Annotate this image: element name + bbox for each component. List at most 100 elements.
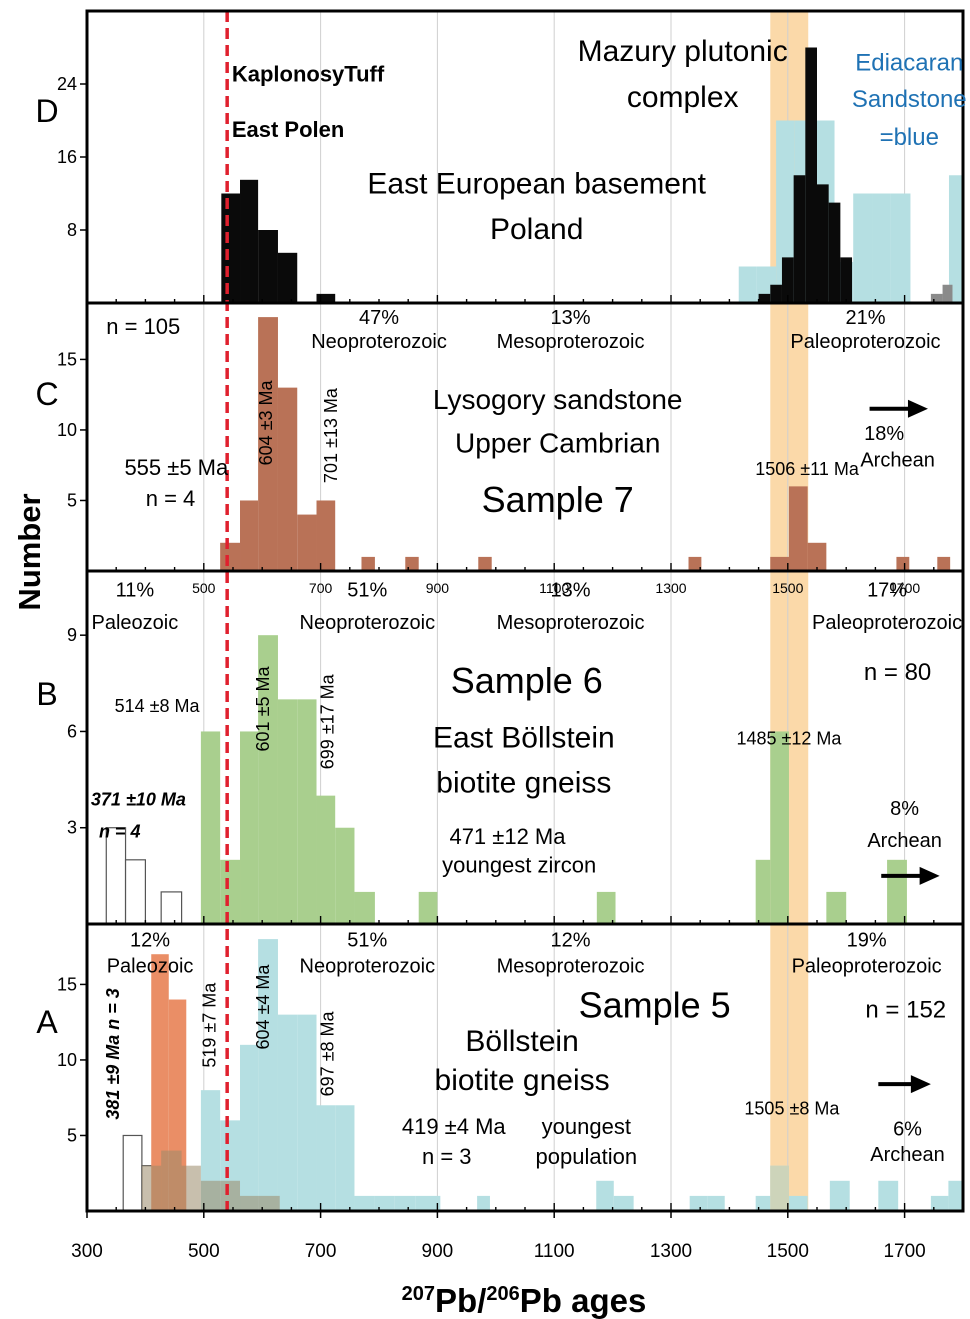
annotation-C-4: Mesoproterozoic: [497, 331, 645, 353]
x-tick-label-900: 900: [422, 1241, 454, 1262]
bar-B-1-1: [220, 859, 241, 924]
annotation-C-0: n = 105: [106, 314, 180, 339]
annotation-A-14: youngest: [542, 1114, 631, 1139]
x-tick-label-1100: 1100: [534, 1241, 575, 1262]
annotation-A-12: 419 ±4 Ma: [402, 1114, 507, 1139]
y-tick-label-D-24: 24: [57, 74, 77, 94]
annotation-A-1: Paleozoic: [107, 955, 194, 977]
bar-D-3-0: [930, 293, 943, 303]
panel-letter-B: B: [36, 676, 57, 712]
annotation-A-4: 12%: [551, 930, 591, 952]
bar-B-0-0: [105, 827, 127, 925]
bar-A-0-8: [354, 1195, 375, 1211]
panel-frame-3: [85, 922, 965, 1213]
annotation-C-1: 47%: [359, 307, 399, 329]
bar-A-0-3: [258, 939, 278, 1211]
annotation-C-15: 604 ±3 Ma: [256, 379, 276, 465]
bar-B-0-2: [160, 891, 183, 925]
annotation-C-9: Sample 7: [482, 479, 634, 520]
annotation-B-15: n = 4: [99, 821, 141, 841]
bar-B-0-1: [124, 859, 146, 925]
annotation-D-4: Ediacaran: [855, 49, 963, 76]
bar-A-0-12: [477, 1195, 490, 1211]
inner-tick-label-1100: 1100: [539, 580, 569, 596]
annotation-D-1: East Polen: [232, 117, 344, 142]
bar-D-0-0: [221, 193, 241, 303]
annotation-A-7: Paleoproterozoic: [792, 955, 942, 977]
bar-A-4-0: [770, 1165, 789, 1211]
bar-A-3-1: [161, 1150, 182, 1211]
annotation-C-3: 13%: [551, 307, 591, 329]
bar-A-0-17: [755, 1195, 771, 1211]
bar-D-3-1: [942, 284, 953, 303]
bar-B-1-9: [418, 891, 438, 924]
annotation-C-12: 555 ±5 Ma: [124, 455, 229, 480]
bar-A-0-21: [878, 1180, 899, 1211]
y-tick-label-A-5: 5: [67, 1125, 77, 1145]
bar-C-0-2: [258, 317, 278, 571]
x-tick-label-700: 700: [305, 1241, 337, 1262]
y-tick-label-B-9: 9: [67, 625, 77, 645]
annotation-B-8: Sample 6: [451, 660, 603, 701]
annotation-B-13: 1485 ±12 Ma: [736, 728, 842, 748]
annotation-D-8: Poland: [490, 213, 583, 246]
annotation-B-20: 601 ±5 Ma: [253, 666, 273, 752]
inner-tick-label-900: 900: [426, 580, 450, 596]
bar-B-1-3: [258, 635, 278, 924]
annotation-layer: 8 16 24D KaplonosyTuff East Polen Mazury plut…: [35, 35, 966, 1262]
x-tick-label-1500: 1500: [767, 1241, 809, 1262]
annotation-B-6: 17%: [867, 580, 907, 602]
bar-B-2-0: [755, 859, 771, 924]
bar-B-1-2: [240, 731, 259, 924]
annotation-A-20: 519 ±7 Ma: [199, 982, 219, 1068]
annotation-A-5: Mesoproterozoic: [497, 955, 645, 977]
bar-A-0-9: [374, 1195, 395, 1211]
y-tick-label-C-15: 15: [57, 349, 77, 369]
y-tick-label-B-6: 6: [67, 721, 77, 741]
annotation-B-17: youngest zircon: [442, 853, 596, 878]
annotation-A-11: biotite gneiss: [435, 1064, 610, 1097]
bar-B-1-13: [887, 859, 907, 924]
bar-B-1-7: [335, 827, 355, 924]
bar-D-2-3: [793, 175, 806, 303]
annotation-B-21: 699 ±17 Ma: [317, 673, 337, 769]
histogram-bars: [105, 47, 963, 1212]
bar-C-0-0: [220, 542, 241, 571]
bar-B-1-5: [297, 699, 317, 924]
x-axis-title-part-1: Pb/: [435, 1282, 486, 1319]
annotation-C-7: Lysogory sandstone: [433, 384, 683, 415]
y-axis-title: Number: [12, 493, 47, 610]
panel-letter-D: D: [35, 93, 58, 129]
bar-A-0-13: [596, 1180, 614, 1211]
bar-B-1-10: [770, 731, 789, 924]
inner-tick-label-1700: 1700: [889, 580, 920, 596]
bar-D-1-8: [890, 193, 911, 303]
annotation-B-1: Paleozoic: [92, 612, 179, 634]
archean-arrow-head-C-0: [907, 399, 928, 418]
annotation-B-14: 371 ±10 Ma: [91, 789, 186, 809]
bar-C-0-10: [770, 556, 789, 571]
vertical-gridlines: [203, 11, 906, 1211]
bar-A-0-11: [415, 1195, 441, 1211]
annotation-B-5: Mesoproterozoic: [497, 612, 645, 634]
annotation-A-19: 381 ±9 Ma n = 3: [103, 988, 123, 1119]
bar-C-0-9: [688, 556, 702, 571]
bar-D-2-6: [828, 202, 841, 303]
bar-B-1-8: [354, 891, 375, 924]
bar-B-1-12: [826, 891, 847, 924]
annotation-A-17: 6%: [893, 1118, 922, 1140]
x-axis-title-sup-1: 207: [402, 1283, 435, 1305]
x-tick-label-300: 300: [71, 1241, 103, 1262]
bar-C-0-3: [277, 387, 298, 571]
inner-tick-label-1500: 1500: [772, 580, 803, 596]
inner-tick-label-700: 700: [309, 580, 333, 596]
bar-A-0-6: [316, 1105, 336, 1211]
bar-D-2-0: [758, 293, 771, 303]
annotation-D-7: East European basement: [367, 168, 706, 201]
bar-A-0-15: [689, 1195, 708, 1211]
bar-A-0-20: [829, 1180, 850, 1211]
bar-C-0-1: [240, 500, 259, 571]
bar-D-2-4: [805, 47, 817, 303]
archean-arrow-head-A-0: [910, 1075, 931, 1094]
bar-D-0-4: [316, 293, 336, 303]
